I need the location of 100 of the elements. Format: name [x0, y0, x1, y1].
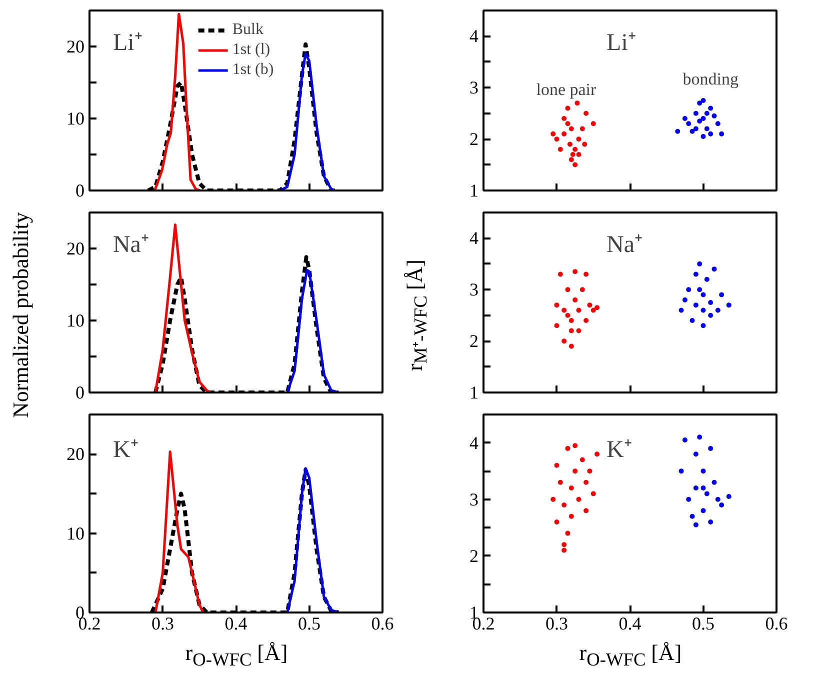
point	[594, 452, 600, 457]
point	[708, 446, 714, 451]
point	[594, 305, 600, 310]
point	[562, 548, 567, 553]
point	[693, 272, 698, 277]
y-tick-label: 1	[470, 382, 478, 402]
point	[678, 468, 684, 474]
y-tick-label: 2	[470, 546, 478, 566]
line-series	[278, 52, 336, 190]
annotation: K⁺	[112, 437, 138, 464]
point	[558, 146, 563, 152]
annotation: bonding	[682, 69, 739, 88]
y-axis-title: Normalized probability	[7, 212, 34, 418]
point	[576, 308, 582, 313]
point	[719, 131, 724, 136]
point	[562, 502, 567, 508]
point	[693, 126, 698, 132]
point	[700, 292, 706, 298]
point	[590, 308, 596, 313]
point	[565, 121, 570, 126]
point	[712, 266, 717, 272]
x-tick-label: 0.6	[765, 614, 788, 634]
point	[686, 287, 692, 292]
point	[682, 437, 688, 442]
point	[554, 302, 560, 308]
point	[568, 486, 574, 491]
point	[580, 287, 585, 292]
point	[572, 468, 578, 474]
y-tick-label: 20	[66, 238, 84, 258]
y-tick-label: 20	[66, 444, 84, 464]
point	[693, 522, 698, 528]
x-axis-title: r$_{O-WFC}$ [Å]	[185, 639, 288, 672]
annotation: Na⁺	[606, 232, 643, 258]
y-tick-label: 4	[470, 228, 478, 248]
point	[568, 126, 574, 132]
point	[568, 318, 574, 323]
point	[568, 344, 574, 349]
point	[700, 308, 706, 313]
line-series	[286, 268, 340, 392]
annotation: Li⁺	[606, 30, 636, 56]
point	[565, 446, 570, 451]
point	[712, 113, 717, 118]
point	[708, 312, 714, 318]
point	[576, 496, 582, 502]
y-tick-label: 10	[66, 523, 84, 544]
point	[572, 146, 578, 152]
point	[726, 302, 732, 308]
annotation: Li⁺	[112, 30, 142, 56]
x-tick-label: 0.4	[618, 614, 642, 634]
point	[572, 443, 578, 448]
point	[550, 496, 556, 502]
point	[576, 328, 582, 334]
point	[558, 272, 563, 277]
point	[565, 530, 570, 536]
annotation: lone pair	[536, 80, 597, 100]
point	[572, 162, 578, 168]
y-tick-label: 0	[76, 382, 84, 402]
point	[690, 128, 695, 134]
point	[704, 276, 710, 282]
x-tick-label: 0.4	[224, 614, 248, 634]
point	[587, 302, 592, 308]
y-tick-label: 3	[470, 280, 478, 300]
point	[700, 468, 706, 474]
point	[726, 494, 732, 500]
point	[708, 106, 714, 111]
line-series	[153, 12, 202, 190]
annotation: Na⁺	[112, 232, 149, 258]
x-tick-label: 0.5	[298, 614, 320, 634]
x-tick-label: 0.3	[546, 614, 568, 634]
point	[565, 106, 570, 111]
point	[572, 297, 578, 302]
point	[554, 462, 560, 468]
annotation: K⁺	[606, 437, 632, 464]
y-tick-label: 0	[76, 180, 84, 200]
line-series	[154, 223, 212, 392]
x-tick-label: 0.5	[692, 614, 714, 634]
y-tick-label: 10	[66, 310, 84, 330]
point	[587, 468, 592, 474]
point	[708, 519, 714, 524]
point	[682, 116, 688, 121]
y-tick-label: 4	[470, 26, 478, 46]
point	[580, 457, 585, 462]
x-tick-label: 0.6	[371, 614, 394, 634]
point	[686, 121, 692, 126]
point	[682, 297, 688, 302]
point	[697, 287, 702, 292]
point	[584, 318, 589, 323]
point	[693, 486, 698, 491]
point	[576, 152, 582, 157]
point	[562, 116, 567, 121]
point	[697, 100, 702, 106]
point	[719, 292, 724, 298]
point	[568, 328, 574, 334]
y-tick-label: 2	[470, 129, 478, 150]
line-series	[286, 467, 340, 612]
y-tick-label: 2	[470, 331, 478, 352]
x-axis-title: r$_{O-WFC}$ [Å]	[579, 639, 682, 672]
x-tick-label: 0.3	[152, 614, 174, 634]
point	[700, 486, 706, 491]
point	[708, 300, 714, 305]
